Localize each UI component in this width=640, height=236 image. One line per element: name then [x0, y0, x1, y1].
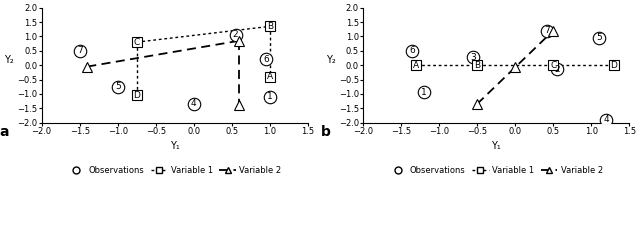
Text: B: B [474, 61, 480, 70]
Legend: Observations, Variable 1, Variable 2: Observations, Variable 1, Variable 2 [386, 163, 606, 178]
Y-axis label: Y₂: Y₂ [326, 55, 335, 65]
Text: C: C [134, 38, 140, 47]
Text: a: a [0, 125, 8, 139]
Text: 6: 6 [410, 46, 415, 55]
Text: 4: 4 [191, 99, 196, 109]
Text: 2: 2 [233, 30, 239, 39]
Text: 7: 7 [77, 46, 83, 55]
Text: B: B [267, 22, 273, 31]
Text: A: A [413, 61, 419, 70]
Legend: Observations, Variable 1, Variable 2: Observations, Variable 1, Variable 2 [65, 163, 285, 178]
Text: D: D [133, 91, 140, 100]
Text: 7: 7 [544, 26, 550, 35]
Text: C: C [550, 61, 556, 70]
Text: 1: 1 [267, 92, 273, 101]
Text: 2: 2 [554, 65, 560, 74]
Text: A: A [267, 72, 273, 81]
Text: D: D [611, 61, 618, 70]
Text: 5: 5 [596, 33, 602, 42]
Text: 3: 3 [470, 53, 476, 62]
Text: 4: 4 [604, 115, 609, 124]
X-axis label: Y₁: Y₁ [170, 141, 180, 151]
X-axis label: Y₁: Y₁ [492, 141, 501, 151]
Y-axis label: Y₂: Y₂ [4, 55, 14, 65]
Text: 6: 6 [263, 55, 269, 64]
Text: b: b [321, 125, 330, 139]
Text: 1: 1 [421, 88, 427, 97]
Text: 5: 5 [115, 82, 120, 91]
